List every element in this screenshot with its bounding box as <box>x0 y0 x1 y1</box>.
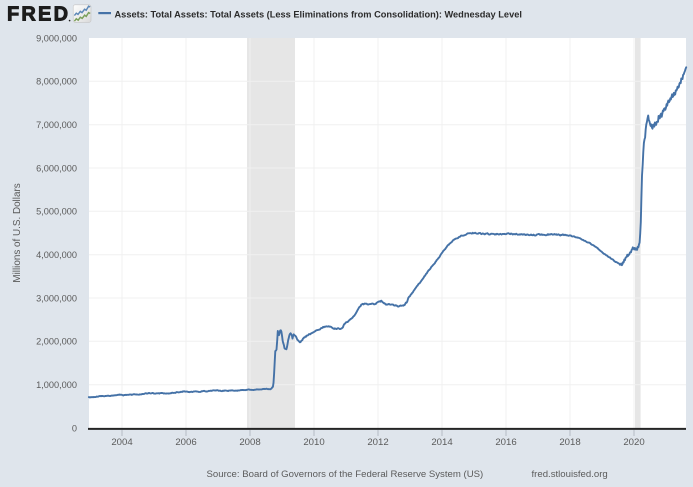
svg-text:7,000,000: 7,000,000 <box>36 120 77 130</box>
svg-text:Assets: Total Assets: Total As: Assets: Total Assets: Total Assets (Less… <box>115 9 522 19</box>
svg-text:0: 0 <box>72 423 77 433</box>
svg-text:Source: Board of Governors of: Source: Board of Governors of the Federa… <box>207 469 484 480</box>
svg-text:Millions of U.S. Dollars: Millions of U.S. Dollars <box>12 183 23 282</box>
svg-text:2004: 2004 <box>111 437 133 448</box>
svg-text:2008: 2008 <box>239 437 260 448</box>
svg-text:5,000,000: 5,000,000 <box>36 207 77 217</box>
svg-text:1,000,000: 1,000,000 <box>36 380 77 390</box>
svg-text:6,000,000: 6,000,000 <box>36 163 77 173</box>
svg-text:4,000,000: 4,000,000 <box>36 250 77 260</box>
svg-text:2010: 2010 <box>303 437 324 448</box>
svg-text:2016: 2016 <box>495 437 516 448</box>
svg-text:3,000,000: 3,000,000 <box>36 293 77 303</box>
svg-text:2012: 2012 <box>367 437 388 448</box>
svg-text:9,000,000: 9,000,000 <box>36 33 77 43</box>
svg-text:8,000,000: 8,000,000 <box>36 77 77 87</box>
svg-text:FRED: FRED <box>7 4 70 26</box>
svg-text:2006: 2006 <box>175 437 196 448</box>
svg-text:2018: 2018 <box>559 437 580 448</box>
svg-text:fred.stlouisfed.org: fred.stlouisfed.org <box>532 469 608 480</box>
svg-text:2,000,000: 2,000,000 <box>36 337 77 347</box>
svg-text:2020: 2020 <box>623 437 644 448</box>
svg-text:2014: 2014 <box>431 437 453 448</box>
